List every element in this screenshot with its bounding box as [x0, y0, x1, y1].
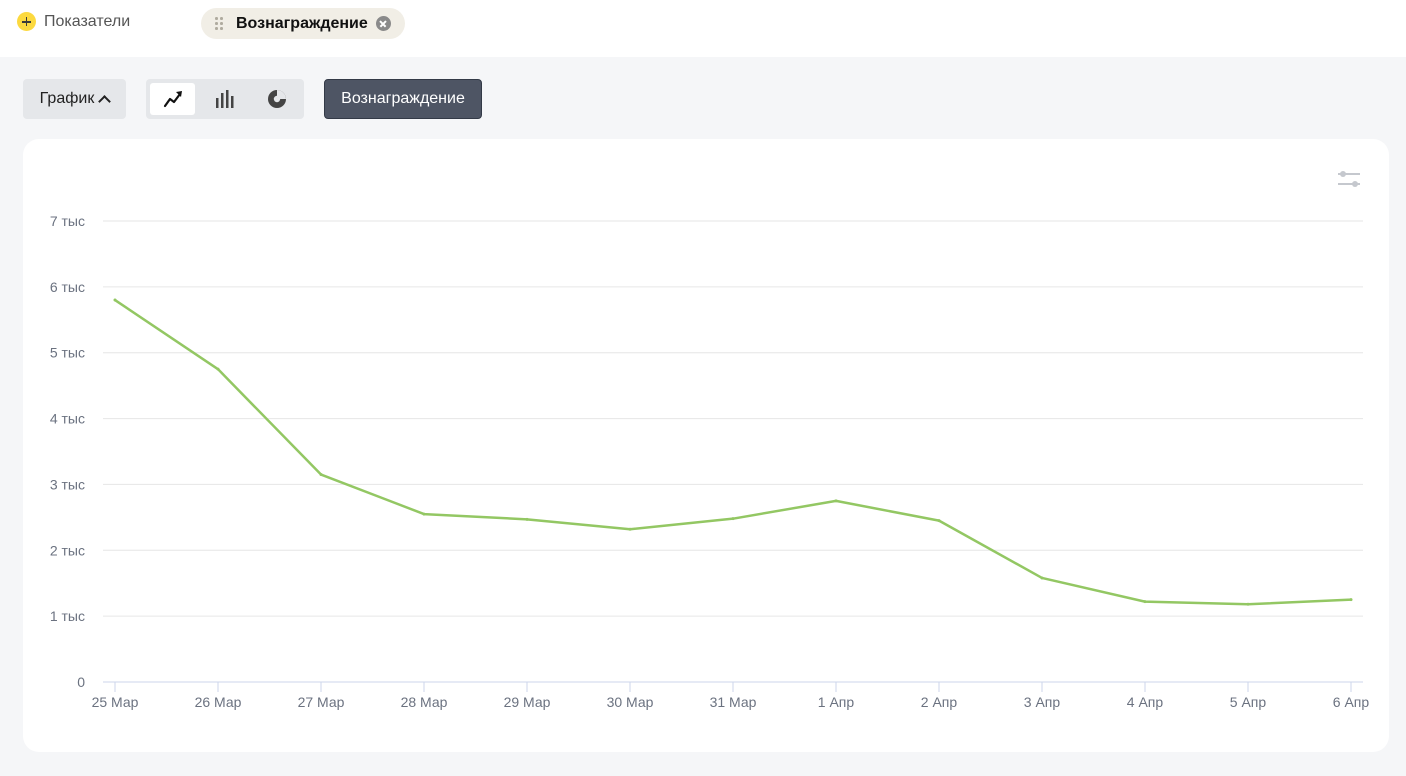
bar-chart-icon	[215, 90, 233, 108]
metric-chip[interactable]: Вознаграждение	[201, 8, 405, 39]
x-tick-label: 6 Апр	[1333, 694, 1370, 710]
close-icon[interactable]	[375, 16, 391, 31]
data-point[interactable]	[216, 367, 220, 371]
x-tick-label: 2 Апр	[921, 694, 958, 710]
data-point[interactable]	[1040, 576, 1044, 580]
x-tick-label: 3 Апр	[1024, 694, 1061, 710]
x-tick-label: 31 Мар	[710, 694, 757, 710]
x-tick-label: 28 Мар	[401, 694, 448, 710]
series-line[interactable]	[113, 298, 1353, 606]
metrics-bar: Показатели Вознаграждение	[0, 0, 1406, 57]
data-point[interactable]	[731, 517, 735, 521]
x-tick-label: 29 Мар	[504, 694, 551, 710]
y-tick-label: 3 тыс	[50, 476, 85, 492]
drag-handle-icon[interactable]	[215, 17, 223, 30]
x-tick-label: 1 Апр	[818, 694, 855, 710]
data-point[interactable]	[1349, 598, 1353, 602]
data-point[interactable]	[834, 499, 838, 503]
view-dropdown-label: График	[39, 90, 95, 107]
x-tick-label: 27 Мар	[298, 694, 345, 710]
data-point[interactable]	[1143, 600, 1147, 604]
y-tick-label: 5 тыс	[50, 345, 85, 361]
metric-button[interactable]: Вознаграждение	[324, 79, 482, 119]
x-tick-label: 5 Апр	[1230, 694, 1267, 710]
metric-chip-label: Вознаграждение	[236, 14, 368, 32]
x-tick-label: 30 Мар	[607, 694, 654, 710]
data-point[interactable]	[1246, 602, 1250, 606]
line-chart-icon	[163, 91, 182, 108]
y-tick-label: 7 тыс	[50, 213, 85, 229]
sliders-icon[interactable]	[1336, 166, 1362, 192]
add-metrics-button[interactable]: Показатели	[17, 12, 130, 31]
y-tick-label: 6 тыс	[50, 279, 85, 295]
add-metrics-label: Показатели	[44, 12, 131, 30]
bar-chart-button[interactable]	[202, 83, 247, 115]
x-tick-label: 26 Мар	[195, 694, 242, 710]
plus-icon	[17, 12, 36, 31]
y-tick-label: 2 тыс	[50, 542, 85, 558]
data-point[interactable]	[525, 517, 529, 521]
data-point[interactable]	[319, 473, 323, 477]
data-point[interactable]	[937, 519, 941, 523]
y-tick-label: 1 тыс	[50, 608, 85, 624]
pie-chart-icon	[267, 90, 286, 108]
y-tick-label: 4 тыс	[50, 411, 85, 427]
view-dropdown[interactable]: График	[23, 79, 126, 119]
pie-chart-button[interactable]	[254, 83, 299, 115]
data-point[interactable]	[422, 512, 426, 516]
data-point[interactable]	[113, 298, 117, 302]
line-chart-button[interactable]	[150, 83, 195, 115]
data-point[interactable]	[628, 527, 632, 531]
x-tick-label: 4 Апр	[1127, 694, 1164, 710]
chart-type-switch	[146, 79, 304, 119]
x-tick-label: 25 Мар	[92, 694, 139, 710]
chart-card	[23, 139, 1389, 752]
y-tick-label: 0	[77, 674, 85, 690]
